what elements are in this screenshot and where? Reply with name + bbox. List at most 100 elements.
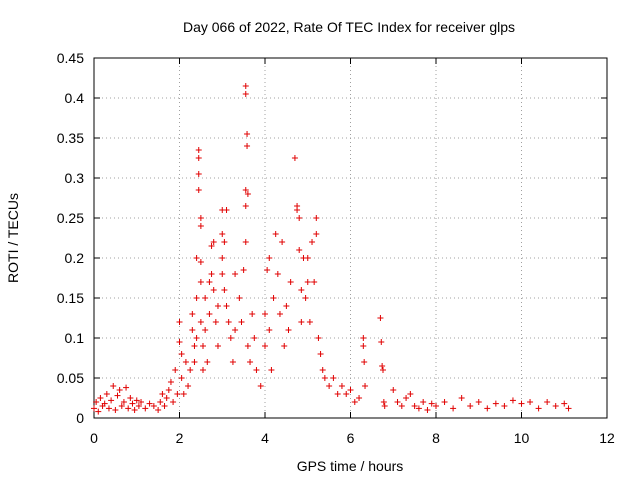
data-point bbox=[108, 397, 115, 404]
y-tick-label: 0.25 bbox=[57, 210, 84, 226]
data-point bbox=[227, 335, 234, 341]
data-point bbox=[189, 327, 196, 333]
data-point bbox=[244, 191, 251, 197]
data-point bbox=[403, 395, 410, 401]
data-marks bbox=[91, 83, 572, 415]
data-point bbox=[242, 239, 249, 245]
data-point bbox=[362, 383, 369, 389]
data-point bbox=[380, 399, 387, 405]
tick-labels: 0 2 4 6 8 10 12 0 0.05 0.1 0.15 0.2 0.25 0.3 0.35 0.4 0.… bbox=[57, 50, 615, 446]
data-point bbox=[170, 399, 177, 405]
x-tick-label: 8 bbox=[432, 430, 440, 446]
data-point bbox=[251, 335, 258, 341]
data-point bbox=[191, 359, 198, 365]
data-point bbox=[379, 363, 386, 369]
data-point bbox=[212, 319, 219, 325]
data-point bbox=[272, 231, 279, 237]
data-point bbox=[116, 387, 123, 393]
data-point bbox=[287, 279, 294, 285]
data-point bbox=[509, 397, 516, 404]
data-point bbox=[283, 303, 290, 309]
x-tick-label: 6 bbox=[347, 430, 355, 446]
data-point bbox=[197, 319, 204, 325]
data-point bbox=[302, 295, 309, 301]
data-point bbox=[330, 375, 337, 381]
data-point bbox=[240, 267, 247, 273]
data-point bbox=[110, 383, 117, 389]
data-point bbox=[155, 407, 162, 413]
data-point bbox=[475, 399, 482, 405]
data-point bbox=[276, 311, 283, 317]
data-point bbox=[238, 319, 245, 325]
data-point bbox=[321, 375, 328, 381]
data-point bbox=[535, 405, 542, 412]
data-point bbox=[131, 407, 138, 413]
data-point bbox=[242, 91, 249, 97]
x-tick-label: 2 bbox=[176, 430, 184, 446]
data-point bbox=[313, 231, 320, 237]
data-point bbox=[176, 319, 183, 325]
data-point bbox=[193, 335, 200, 341]
y-tick-label: 0 bbox=[76, 410, 84, 426]
y-tick-label: 0.45 bbox=[57, 50, 84, 66]
data-point bbox=[249, 311, 256, 317]
data-point bbox=[257, 383, 264, 389]
data-point bbox=[129, 400, 136, 407]
data-point bbox=[223, 303, 230, 309]
data-point bbox=[343, 391, 350, 397]
data-point bbox=[112, 407, 119, 413]
data-point bbox=[311, 279, 318, 285]
data-point bbox=[315, 335, 322, 341]
data-point bbox=[187, 367, 194, 373]
data-point bbox=[296, 215, 303, 221]
data-point bbox=[247, 359, 254, 365]
data-point bbox=[458, 395, 465, 401]
data-point bbox=[338, 383, 345, 389]
data-point bbox=[142, 405, 149, 412]
data-point bbox=[219, 231, 226, 237]
data-point bbox=[206, 279, 213, 285]
data-point bbox=[360, 335, 367, 341]
data-point bbox=[93, 399, 100, 405]
data-point bbox=[244, 143, 251, 149]
data-point bbox=[103, 391, 110, 397]
data-point bbox=[407, 391, 414, 397]
y-tick-label: 0.05 bbox=[57, 370, 84, 386]
data-point bbox=[163, 395, 170, 401]
data-point bbox=[91, 405, 97, 412]
data-point bbox=[266, 327, 273, 333]
data-point bbox=[281, 343, 288, 349]
data-point bbox=[242, 203, 249, 209]
data-point bbox=[193, 295, 200, 301]
data-point bbox=[223, 207, 230, 213]
data-point bbox=[221, 239, 228, 245]
y-axis-label: ROTI / TECUs bbox=[5, 193, 21, 283]
data-point bbox=[219, 255, 226, 261]
data-point bbox=[381, 403, 388, 409]
data-point bbox=[317, 351, 324, 357]
data-point bbox=[210, 287, 217, 293]
data-point bbox=[180, 391, 187, 397]
data-point bbox=[178, 375, 185, 381]
data-point bbox=[150, 403, 157, 409]
data-point bbox=[146, 400, 153, 407]
data-point bbox=[214, 303, 221, 309]
data-point bbox=[200, 343, 207, 349]
data-point bbox=[229, 359, 236, 365]
data-point bbox=[279, 239, 286, 245]
x-tick-label: 10 bbox=[514, 430, 530, 446]
chart-title: Day 066 of 2022, Rate Of TEC Index for r… bbox=[183, 19, 515, 35]
data-point bbox=[415, 405, 422, 412]
data-point bbox=[172, 367, 179, 373]
data-point bbox=[197, 259, 204, 265]
data-point bbox=[356, 395, 363, 401]
data-point bbox=[285, 327, 292, 333]
data-point bbox=[351, 399, 358, 405]
data-point bbox=[118, 403, 125, 409]
data-point bbox=[334, 391, 341, 397]
data-point bbox=[159, 391, 166, 397]
y-tick-label: 0.15 bbox=[57, 290, 84, 306]
data-point bbox=[185, 383, 192, 389]
x-axis-label: GPS time / hours bbox=[297, 458, 404, 474]
data-point bbox=[492, 400, 499, 407]
